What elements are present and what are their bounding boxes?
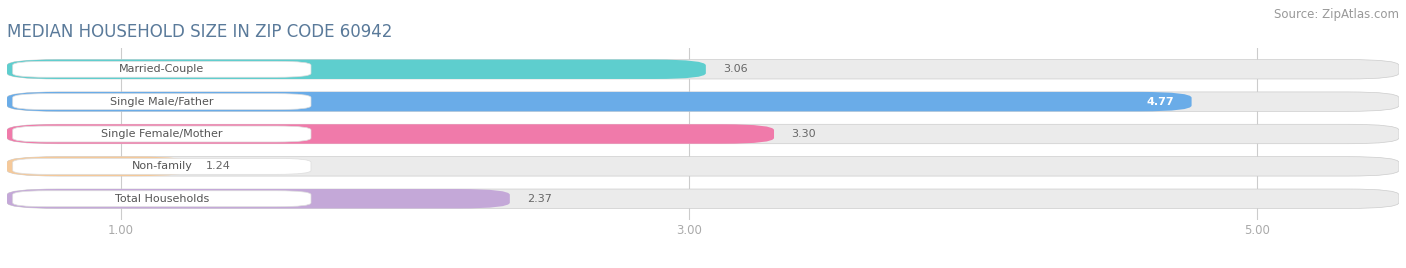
Text: MEDIAN HOUSEHOLD SIZE IN ZIP CODE 60942: MEDIAN HOUSEHOLD SIZE IN ZIP CODE 60942 bbox=[7, 23, 392, 41]
FancyBboxPatch shape bbox=[7, 59, 1399, 79]
FancyBboxPatch shape bbox=[13, 94, 311, 110]
FancyBboxPatch shape bbox=[13, 61, 311, 77]
Text: 3.06: 3.06 bbox=[723, 64, 748, 74]
Text: Married-Couple: Married-Couple bbox=[120, 64, 204, 74]
FancyBboxPatch shape bbox=[7, 189, 510, 209]
FancyBboxPatch shape bbox=[7, 92, 1192, 111]
FancyBboxPatch shape bbox=[13, 191, 311, 207]
Text: Single Male/Father: Single Male/Father bbox=[110, 97, 214, 107]
Text: Single Female/Mother: Single Female/Mother bbox=[101, 129, 222, 139]
Text: 1.24: 1.24 bbox=[205, 161, 231, 171]
Text: 4.77: 4.77 bbox=[1147, 97, 1174, 107]
FancyBboxPatch shape bbox=[7, 157, 1399, 176]
FancyBboxPatch shape bbox=[13, 126, 311, 142]
Text: Source: ZipAtlas.com: Source: ZipAtlas.com bbox=[1274, 8, 1399, 21]
FancyBboxPatch shape bbox=[7, 124, 775, 144]
FancyBboxPatch shape bbox=[7, 157, 188, 176]
Text: Total Households: Total Households bbox=[115, 194, 209, 204]
Text: Non-family: Non-family bbox=[131, 161, 193, 171]
Text: 3.30: 3.30 bbox=[792, 129, 815, 139]
Text: 2.37: 2.37 bbox=[527, 194, 551, 204]
FancyBboxPatch shape bbox=[13, 158, 311, 174]
FancyBboxPatch shape bbox=[7, 189, 1399, 209]
FancyBboxPatch shape bbox=[7, 59, 706, 79]
FancyBboxPatch shape bbox=[7, 124, 1399, 144]
FancyBboxPatch shape bbox=[7, 92, 1399, 111]
